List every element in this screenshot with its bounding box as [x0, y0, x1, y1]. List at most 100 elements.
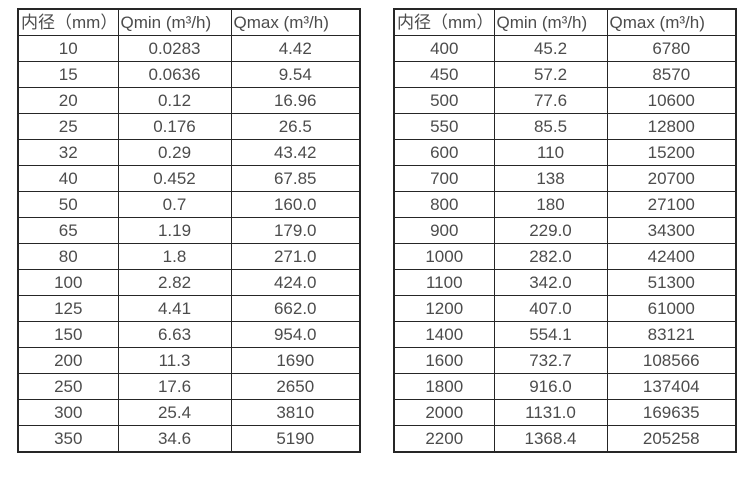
table-cell: 0.0636: [117, 61, 232, 88]
table-cell: 0.0283: [117, 35, 232, 62]
table-row: 1200 407.0 61000: [393, 295, 737, 322]
table-cell: 1.19: [117, 217, 232, 244]
table-cell: 138: [493, 165, 608, 192]
table-cell: 800: [393, 191, 495, 218]
table-cell: 179.0: [230, 217, 361, 244]
table-cell: 300: [17, 399, 119, 426]
table-cell: 1131.0: [493, 399, 608, 426]
table-cell: 15: [17, 61, 119, 88]
header-row: 内径（mm） Qmin (m³/h) Qmax (m³/h): [393, 8, 737, 36]
table-cell: 1200: [393, 295, 495, 322]
table-header: 内径（mm） Qmin (m³/h) Qmax (m³/h): [393, 8, 737, 36]
table-cell: 27100: [606, 191, 737, 218]
table-cell: 282.0: [493, 243, 608, 270]
table-cell: 2.82: [117, 269, 232, 296]
table-cell: 1000: [393, 243, 495, 270]
table-cell: 80: [17, 243, 119, 270]
table-header: 内径（mm） Qmin (m³/h) Qmax (m³/h): [17, 8, 361, 36]
table-cell: 11.3: [117, 347, 232, 374]
table-cell: 2200: [393, 425, 495, 453]
table-cell: 700: [393, 165, 495, 192]
col-header-diameter: 内径（mm）: [393, 8, 495, 36]
table-row: 80 1.8 271.0: [17, 243, 361, 270]
table-row: 100 2.82 424.0: [17, 269, 361, 296]
table-cell: 160.0: [230, 191, 361, 218]
table-cell: 1690: [230, 347, 361, 374]
table-cell: 32: [17, 139, 119, 166]
table-cell: 2000: [393, 399, 495, 426]
table-cell: 900: [393, 217, 495, 244]
table-row: 20 0.12 16.96: [17, 87, 361, 114]
table-row: 600 110 15200: [393, 139, 737, 166]
col-header-qmin: Qmin (m³/h): [117, 8, 232, 36]
table-row: 200 11.3 1690: [17, 347, 361, 374]
table-cell: 0.452: [117, 165, 232, 192]
table-cell: 8570: [606, 61, 737, 88]
table-cell: 25: [17, 113, 119, 140]
table-row: 10 0.0283 4.42: [17, 35, 361, 62]
table-cell: 57.2: [493, 61, 608, 88]
table-cell: 554.1: [493, 321, 608, 348]
table-row: 1100 342.0 51300: [393, 269, 737, 296]
table-cell: 205258: [606, 425, 737, 453]
table-cell: 16.96: [230, 87, 361, 114]
table-cell: 125: [17, 295, 119, 322]
table-body: 400 45.2 6780 450 57.2 8570 500 77.6 10600 550 85.…: [393, 35, 737, 453]
table-cell: 12800: [606, 113, 737, 140]
table-cell: 916.0: [493, 373, 608, 400]
flow-table-large-diameters: 内径（mm） Qmin (m³/h) Qmax (m³/h) 400 45.2 67…: [393, 8, 737, 453]
table-cell: 6.63: [117, 321, 232, 348]
table-cell: 954.0: [230, 321, 361, 348]
table-cell: 732.7: [493, 347, 608, 374]
table-row: 250 17.6 2650: [17, 373, 361, 400]
table-cell: 0.12: [117, 87, 232, 114]
table-cell: 150: [17, 321, 119, 348]
table-cell: 40: [17, 165, 119, 192]
table-row: 400 45.2 6780: [393, 35, 737, 62]
table-cell: 34.6: [117, 425, 232, 453]
table-row: 450 57.2 8570: [393, 61, 737, 88]
table-cell: 34300: [606, 217, 737, 244]
table-cell: 229.0: [493, 217, 608, 244]
table-cell: 9.54: [230, 61, 361, 88]
table-cell: 25.4: [117, 399, 232, 426]
table-cell: 108566: [606, 347, 737, 374]
table-cell: 1368.4: [493, 425, 608, 453]
table-cell: 4.41: [117, 295, 232, 322]
table-cell: 3810: [230, 399, 361, 426]
table-row: 1400 554.1 83121: [393, 321, 737, 348]
table-row: 32 0.29 43.42: [17, 139, 361, 166]
table-cell: 100: [17, 269, 119, 296]
table-cell: 43.42: [230, 139, 361, 166]
table-cell: 42400: [606, 243, 737, 270]
table-cell: 67.85: [230, 165, 361, 192]
col-header-qmin: Qmin (m³/h): [493, 8, 608, 36]
table-cell: 51300: [606, 269, 737, 296]
table-cell: 500: [393, 87, 495, 114]
table-cell: 1800: [393, 373, 495, 400]
table-row: 900 229.0 34300: [393, 217, 737, 244]
table-row: 1600 732.7 108566: [393, 347, 737, 374]
table-row: 50 0.7 160.0: [17, 191, 361, 218]
col-header-qmax: Qmax (m³/h): [230, 8, 361, 36]
table-cell: 600: [393, 139, 495, 166]
table-cell: 50: [17, 191, 119, 218]
table-row: 1800 916.0 137404: [393, 373, 737, 400]
table-cell: 271.0: [230, 243, 361, 270]
table-cell: 5190: [230, 425, 361, 453]
table-cell: 180: [493, 191, 608, 218]
table-row: 700 138 20700: [393, 165, 737, 192]
table-row: 150 6.63 954.0: [17, 321, 361, 348]
table-cell: 20700: [606, 165, 737, 192]
col-header-diameter: 内径（mm）: [17, 8, 119, 36]
table-cell: 137404: [606, 373, 737, 400]
table-cell: 424.0: [230, 269, 361, 296]
table-row: 40 0.452 67.85: [17, 165, 361, 192]
table-cell: 4.42: [230, 35, 361, 62]
table-cell: 342.0: [493, 269, 608, 296]
table-row: 125 4.41 662.0: [17, 295, 361, 322]
header-row: 内径（mm） Qmin (m³/h) Qmax (m³/h): [17, 8, 361, 36]
table-cell: 407.0: [493, 295, 608, 322]
table-cell: 26.5: [230, 113, 361, 140]
